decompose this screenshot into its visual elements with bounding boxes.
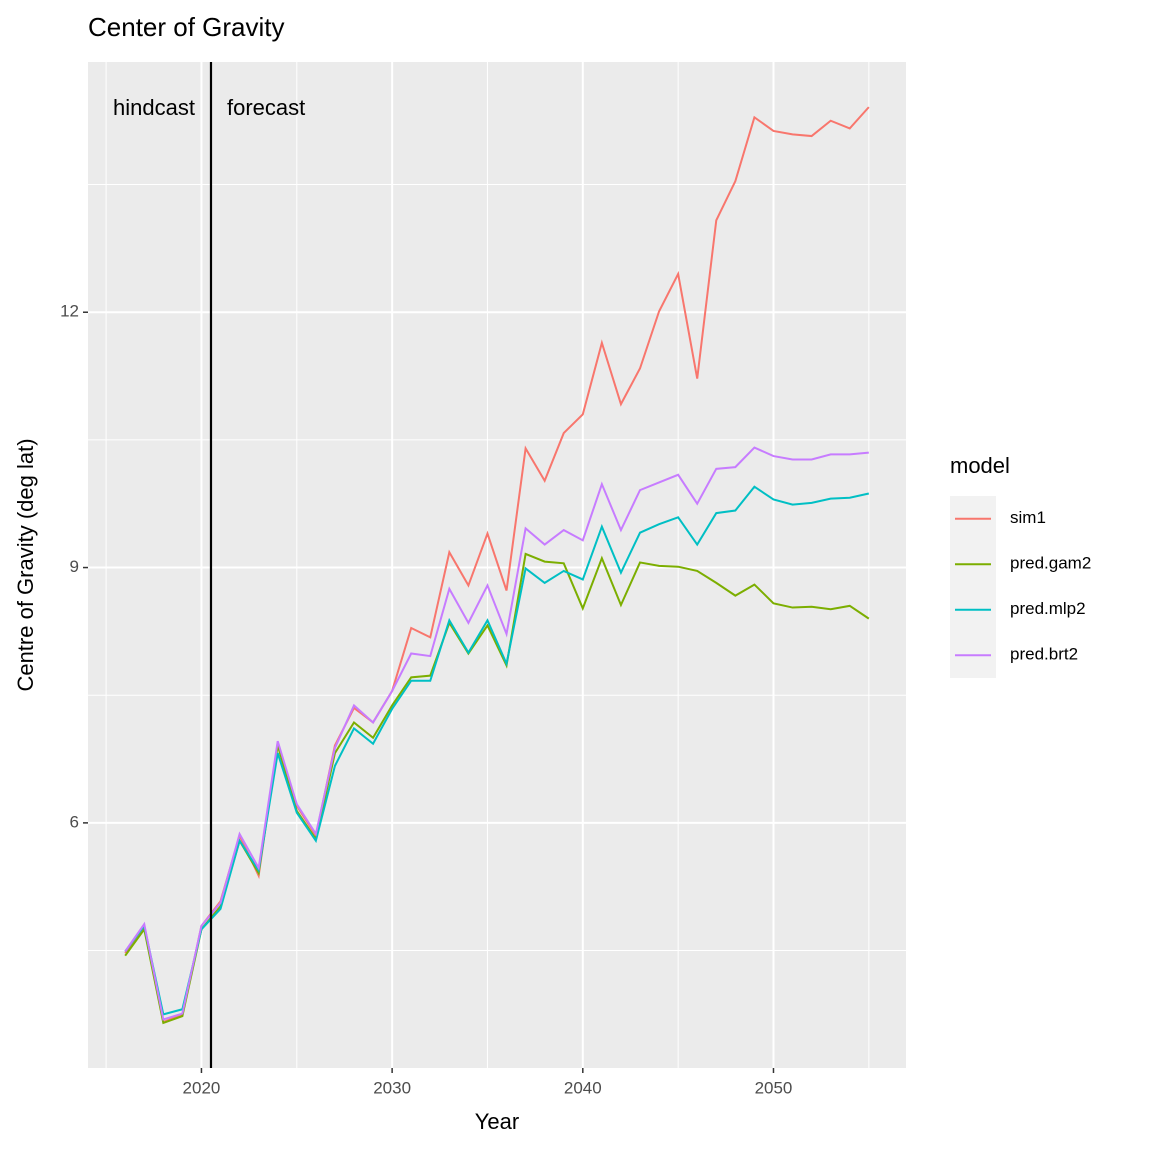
y-axis-title: Centre of Gravity (deg lat) — [13, 438, 38, 691]
x-tick-label: 2030 — [373, 1078, 411, 1097]
legend-label: pred.gam2 — [1010, 554, 1091, 573]
legend-label: pred.mlp2 — [1010, 599, 1086, 618]
chart-title: Center of Gravity — [88, 12, 285, 42]
legend-label: pred.brt2 — [1010, 645, 1078, 664]
y-tick-label: 12 — [60, 302, 79, 321]
x-tick-label: 2040 — [564, 1078, 602, 1097]
y-tick-label: 6 — [70, 812, 79, 831]
data-line — [124, 485, 870, 1016]
x-tick-label: 2050 — [755, 1078, 793, 1097]
annotation: forecast — [227, 95, 305, 120]
legend-title: model — [950, 453, 1010, 478]
data-line — [124, 446, 869, 1021]
x-tick-label: 2020 — [183, 1078, 221, 1097]
annotation: hindcast — [113, 95, 195, 120]
legend-label: sim1 — [1010, 508, 1046, 527]
y-tick-label: 9 — [70, 557, 79, 576]
x-axis-title: Year — [475, 1109, 519, 1134]
